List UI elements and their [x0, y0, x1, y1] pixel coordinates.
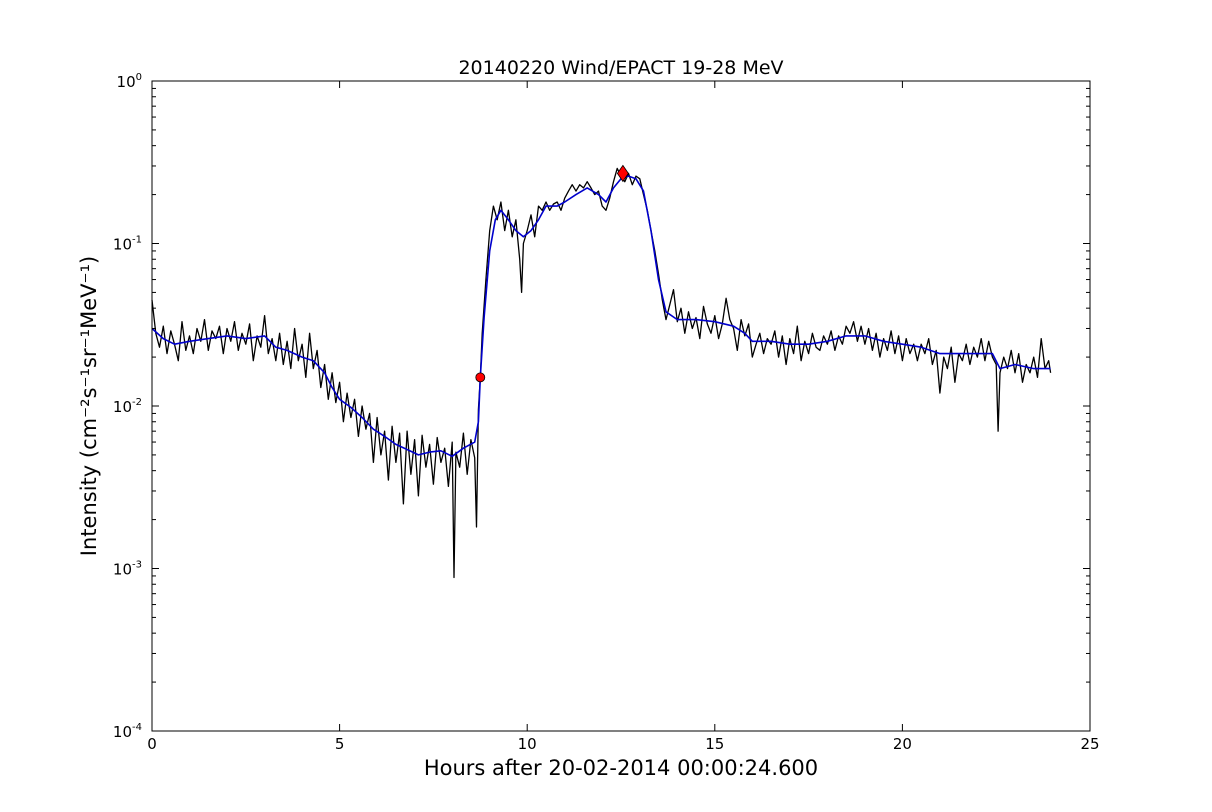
- series-line-2: [151, 175, 1051, 458]
- series-layer: [151, 167, 1052, 579]
- x-axis-label: Hours after 20-02-2014 00:00:24.600: [424, 756, 818, 780]
- plot-frame: [151, 80, 1091, 732]
- marker-diamond-2: [616, 164, 629, 183]
- x-tick-label: 25: [1080, 735, 1099, 753]
- y-tick-label: 10-1: [113, 235, 142, 254]
- x-tick-label: 5: [335, 735, 345, 753]
- y-axis-label: Intensity (cm⁻²s⁻¹sr⁻¹MeV⁻¹): [77, 256, 101, 556]
- marker-layer: [475, 164, 629, 383]
- y-tick-label: 10-2: [113, 397, 142, 416]
- series-line-1: [151, 167, 1052, 579]
- x-tick-label: 0: [147, 735, 157, 753]
- x-tick-label: 20: [893, 735, 912, 753]
- y-tick-label: 100: [117, 72, 142, 91]
- y-tick-label: 10-3: [113, 560, 142, 579]
- tick-layer: 0 5 10 15 20 25 100 10-1 10-2 10-3 10-4: [113, 72, 1100, 753]
- y-tick-label: 10-4: [113, 722, 142, 741]
- marker-circle-1: [475, 372, 486, 383]
- x-tick-label: 10: [518, 735, 537, 753]
- chart-title: 20140220 Wind/EPACT 19-28 MeV: [458, 57, 783, 79]
- x-tick-label: 15: [705, 735, 724, 753]
